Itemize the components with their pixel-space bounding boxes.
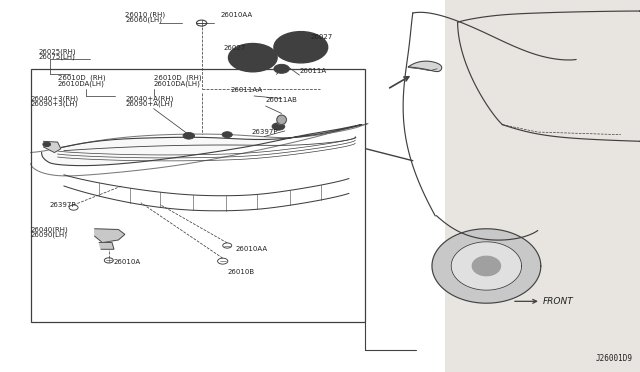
Ellipse shape bbox=[277, 115, 287, 124]
Circle shape bbox=[245, 53, 260, 62]
Text: 26010DA(LH): 26010DA(LH) bbox=[58, 80, 104, 87]
Polygon shape bbox=[472, 256, 500, 276]
Polygon shape bbox=[432, 229, 541, 303]
FancyBboxPatch shape bbox=[0, 0, 445, 372]
Circle shape bbox=[228, 44, 277, 72]
Text: 26040+3(RH): 26040+3(RH) bbox=[31, 95, 79, 102]
Text: 26040(RH): 26040(RH) bbox=[31, 227, 68, 233]
Text: 26010 (RH): 26010 (RH) bbox=[125, 12, 166, 18]
Polygon shape bbox=[95, 229, 125, 243]
Text: 26397P: 26397P bbox=[252, 129, 278, 135]
Circle shape bbox=[283, 37, 319, 58]
Text: 26010B: 26010B bbox=[227, 269, 254, 275]
Text: 26090+3(LH): 26090+3(LH) bbox=[31, 100, 78, 107]
Text: 26090+A(LH): 26090+A(LH) bbox=[125, 100, 173, 107]
Text: 26025(RH): 26025(RH) bbox=[38, 48, 76, 55]
Text: J26001D9: J26001D9 bbox=[595, 354, 632, 363]
Text: 26010D  (RH): 26010D (RH) bbox=[154, 75, 201, 81]
Polygon shape bbox=[99, 243, 114, 249]
Circle shape bbox=[222, 132, 232, 138]
Text: 26010AA: 26010AA bbox=[236, 246, 268, 252]
Text: 26075(LH): 26075(LH) bbox=[38, 53, 76, 60]
Text: 26027: 26027 bbox=[224, 45, 246, 51]
Polygon shape bbox=[408, 61, 442, 71]
Circle shape bbox=[237, 48, 269, 67]
Text: 26011AA: 26011AA bbox=[230, 87, 262, 93]
Polygon shape bbox=[42, 125, 362, 166]
Circle shape bbox=[274, 64, 289, 73]
Circle shape bbox=[43, 142, 51, 147]
Polygon shape bbox=[451, 242, 522, 290]
Circle shape bbox=[292, 42, 310, 52]
Text: 26090(LH): 26090(LH) bbox=[31, 232, 68, 238]
Circle shape bbox=[186, 134, 192, 138]
Text: 26011A: 26011A bbox=[300, 68, 326, 74]
Text: 26010AA: 26010AA bbox=[221, 12, 253, 18]
Text: 26397P: 26397P bbox=[50, 202, 76, 208]
Text: 26010DA(LH): 26010DA(LH) bbox=[154, 80, 200, 87]
Polygon shape bbox=[44, 141, 61, 153]
Circle shape bbox=[274, 32, 328, 63]
Text: 26027: 26027 bbox=[310, 34, 333, 40]
Text: 26040+A(RH): 26040+A(RH) bbox=[125, 95, 174, 102]
Circle shape bbox=[272, 123, 285, 130]
Text: 26060(LH): 26060(LH) bbox=[125, 17, 163, 23]
Circle shape bbox=[183, 132, 195, 139]
Text: 26010D  (RH): 26010D (RH) bbox=[58, 75, 105, 81]
FancyBboxPatch shape bbox=[31, 69, 365, 322]
Text: FRONT: FRONT bbox=[543, 297, 573, 306]
Text: 26010A: 26010A bbox=[114, 259, 141, 265]
Text: 26011AB: 26011AB bbox=[266, 97, 298, 103]
